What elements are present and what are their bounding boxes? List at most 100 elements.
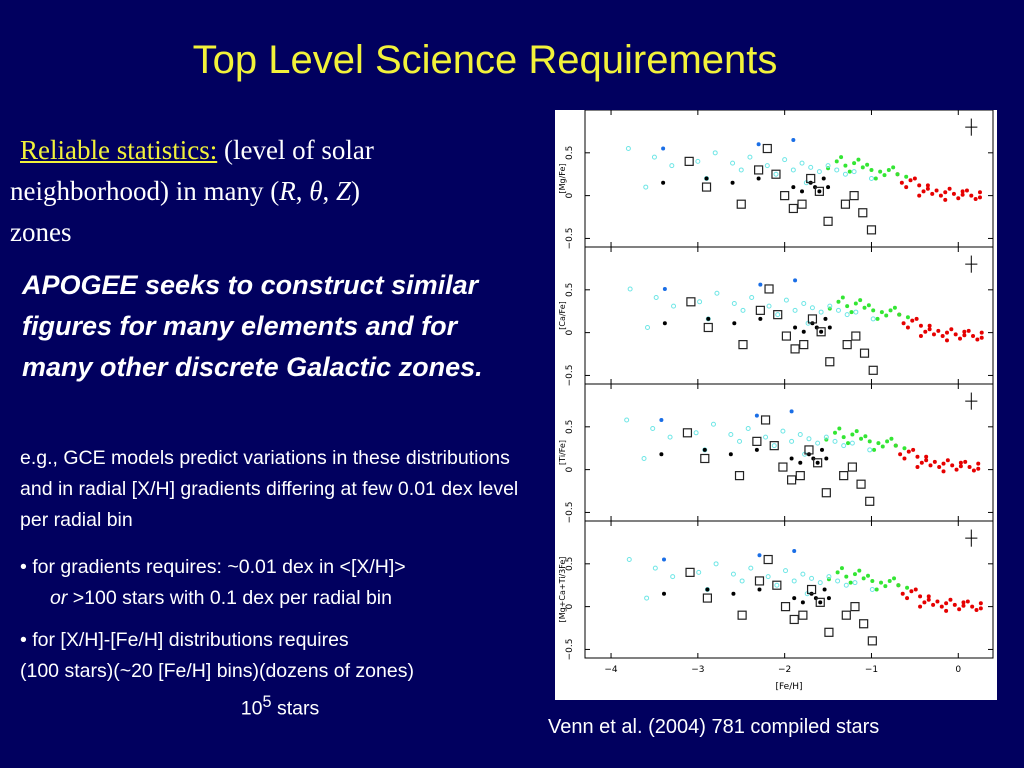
data-point: [705, 587, 710, 592]
data-point-square: [771, 169, 781, 179]
data-point-open-circle: [790, 167, 796, 173]
data-point: [862, 305, 867, 310]
data-point: [976, 461, 981, 466]
data-point: [918, 323, 923, 328]
data-point: [732, 321, 737, 326]
data-point: [939, 604, 944, 609]
data-point: [977, 190, 982, 195]
data-point: [927, 323, 932, 328]
data-point: [978, 606, 983, 611]
data-point: [789, 409, 794, 414]
data-point-square: [856, 479, 866, 489]
data-point-square: [787, 475, 797, 485]
data-point-square: [806, 584, 817, 595]
data-point-square: [736, 199, 746, 209]
data-point: [906, 449, 911, 454]
data-point: [945, 458, 950, 463]
data-point: [873, 176, 878, 181]
data-point: [928, 463, 933, 468]
data-point: [659, 417, 664, 422]
data-point: [941, 469, 946, 474]
data-point: [827, 325, 832, 330]
y-tick-label: 0: [565, 329, 575, 335]
data-point-open-circle: [641, 455, 647, 461]
data-point: [967, 465, 972, 470]
data-point: [871, 308, 876, 313]
data-point-open-circle: [835, 578, 841, 584]
data-point: [918, 604, 923, 609]
data-point-open-circle: [815, 440, 821, 446]
data-point: [819, 329, 824, 334]
data-point: [905, 325, 910, 330]
gce-models-text: e.g., GCE models predict variations in t…: [20, 447, 519, 531]
data-point: [875, 316, 880, 321]
data-point: [958, 460, 963, 465]
data-point-open-circle: [740, 307, 746, 313]
data-point: [857, 568, 862, 573]
data-point: [826, 596, 831, 601]
data-point-open-circle: [737, 438, 743, 444]
data-point-open-circle: [763, 434, 769, 440]
data-point-open-circle: [808, 164, 814, 170]
data-point: [935, 599, 940, 604]
data-point: [858, 298, 863, 303]
data-point-square: [825, 357, 835, 367]
data-point-square: [814, 186, 824, 196]
data-point-open-circle: [816, 169, 822, 175]
data-point-square: [807, 314, 818, 324]
data-point: [661, 591, 666, 596]
data-point-open-circle: [626, 557, 632, 563]
data-point-square: [816, 327, 826, 337]
abundance-plot: −0.5 0 0.5 [Mg/Fe] −0.5 0 0.5 [Ca/Fe] −0.5 0 0.5 [T…: [555, 109, 997, 700]
data-point-open-circle: [644, 595, 650, 601]
data-point: [793, 278, 798, 283]
data-point: [846, 441, 851, 446]
data-point-open-circle: [731, 301, 737, 307]
data-point-square: [684, 156, 694, 166]
y-axis-label: [Ti/Fe]: [558, 440, 567, 465]
data-point-square: [858, 208, 868, 218]
data-point: [977, 195, 982, 200]
data-point: [956, 196, 961, 201]
data-point: [839, 155, 844, 160]
data-point: [849, 310, 854, 315]
data-point-square: [788, 203, 798, 214]
data-point-open-circle: [745, 426, 751, 432]
data-point: [938, 193, 943, 198]
x-tick-label: −4: [604, 665, 618, 675]
data-point: [661, 146, 666, 151]
data-point-square: [823, 216, 833, 226]
x-axis-label: [Fe/H]: [775, 682, 802, 692]
data-point: [944, 601, 949, 606]
data-point-square: [778, 462, 788, 472]
apogee-statement: APOGEE seeks to construct similar figure…: [22, 270, 483, 382]
data-point: [758, 282, 763, 287]
data-point-open-circle: [801, 301, 807, 307]
data-point: [662, 321, 667, 326]
data-point: [922, 600, 927, 605]
data-point: [834, 159, 839, 164]
data-point-open-circle: [775, 312, 781, 318]
data-point-open-circle: [792, 307, 798, 313]
data-point: [966, 328, 971, 333]
data-point-open-circle: [783, 297, 789, 303]
data-point-square: [752, 436, 762, 446]
data-point: [917, 193, 922, 198]
data-point-open-circle: [651, 154, 657, 160]
data-point: [963, 459, 968, 464]
data-point: [900, 591, 905, 596]
data-point: [754, 413, 759, 418]
data-point: [913, 587, 918, 592]
data-point-square: [703, 322, 713, 333]
data-point-open-circle: [697, 299, 703, 305]
comma-2: ,: [322, 176, 336, 206]
data-point: [730, 180, 735, 185]
close-paren: ): [351, 176, 360, 206]
y-axis-label: [Mg/Fe]: [558, 163, 567, 193]
data-point: [896, 583, 901, 588]
panel-frame: [584, 246, 994, 385]
data-point-square: [702, 593, 712, 603]
data-point-square: [842, 340, 852, 350]
data-point: [895, 172, 900, 177]
data-point: [893, 443, 898, 448]
